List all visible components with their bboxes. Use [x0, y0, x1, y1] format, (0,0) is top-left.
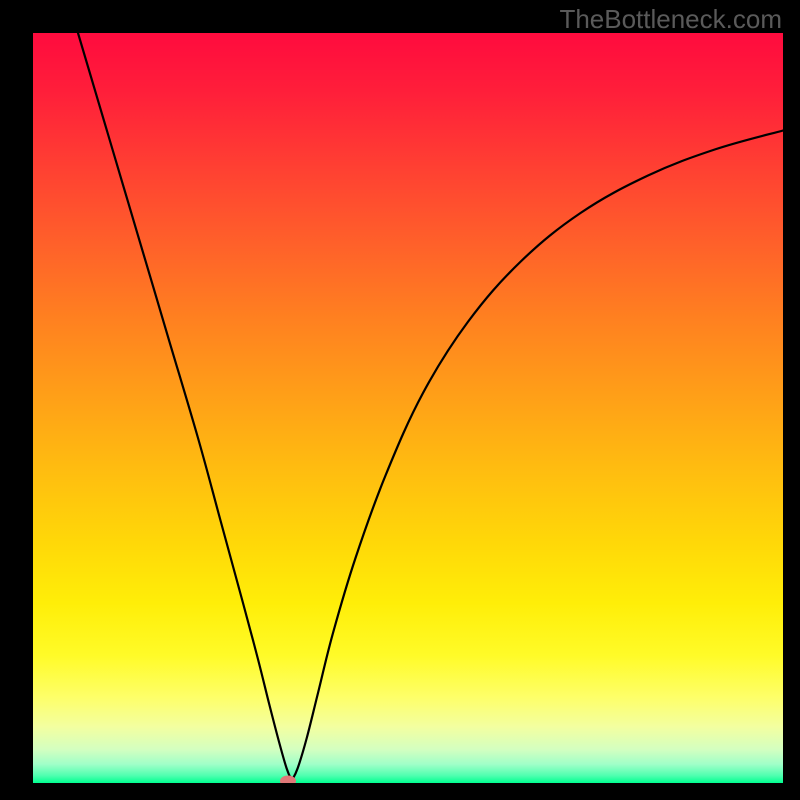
bottleneck-curve — [33, 33, 783, 783]
curve-right-branch — [292, 131, 783, 781]
optimal-point-marker — [280, 775, 296, 783]
frame-left — [0, 0, 33, 800]
watermark-text: TheBottleneck.com — [559, 4, 782, 35]
curve-left-branch — [78, 33, 292, 781]
chart-container: TheBottleneck.com — [0, 0, 800, 800]
plot-area — [33, 33, 783, 783]
frame-bottom — [0, 783, 800, 800]
frame-right — [783, 0, 800, 800]
